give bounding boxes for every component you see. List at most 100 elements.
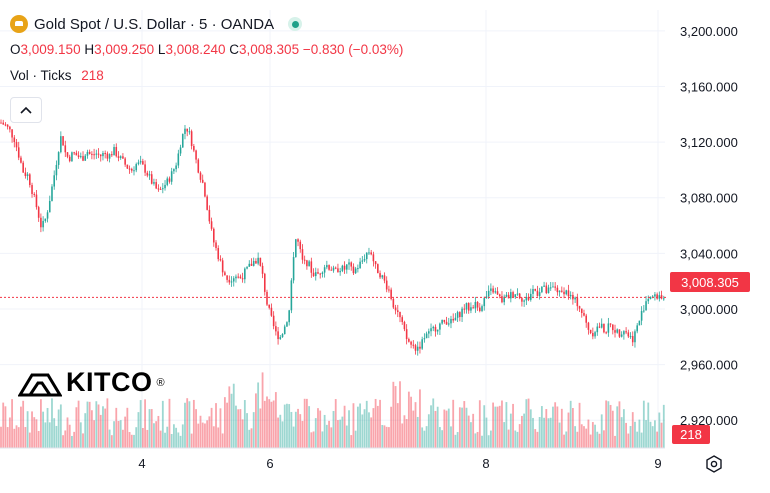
candle-body [297,239,299,242]
volume-bar [547,418,550,448]
candle-body [239,276,242,279]
candle-body [616,329,619,333]
candle-body [567,290,570,297]
candle-body [97,153,100,155]
candle-body [589,329,592,334]
volume-bar [317,408,319,448]
volume-bar [17,427,20,448]
candle-body [487,290,490,297]
volume-bar [186,398,189,448]
volume-bar [356,406,359,448]
volume-bar [589,434,592,448]
volume-bar [250,428,253,448]
volume-bar [611,410,614,448]
candle-body [332,267,335,271]
volume-bar [560,408,563,448]
candle-body [361,260,364,262]
candle-body [521,298,523,302]
candle-body [396,310,399,312]
ohlc-open-key: O [10,42,21,57]
volume-bar [71,435,73,448]
candle-body [596,326,599,333]
volume-bar [614,435,616,448]
symbol-header[interactable]: Gold Spot / U.S. Dollar · 5 · OANDA [10,15,303,33]
candle-body [71,152,73,162]
candle-body [472,307,474,309]
volume-bar [629,426,632,448]
candle-body [372,254,375,262]
candle-body [290,280,293,311]
volume-bar [416,416,419,448]
candle-body [518,293,521,299]
volume-bar [219,408,222,448]
volume-bar [179,435,182,448]
volume-bar [279,414,282,448]
candle-body [235,276,237,279]
volume-bar [625,422,627,448]
volume-bar [454,434,457,448]
volume-bar [86,401,89,448]
volume-bar [385,426,388,448]
volume-bar [133,434,135,448]
volume-bar [157,415,160,448]
candle-body [286,322,288,327]
volume-bar [498,405,501,448]
candle-body [184,128,186,134]
volume-bar [649,421,652,448]
candle-body [11,129,13,138]
candle-body [321,272,324,274]
volume-bar [512,403,514,448]
candle-body [492,288,494,293]
candle-body [51,186,53,201]
candle-body [224,272,226,276]
volume-bar [527,398,530,448]
volume-bar [441,430,444,448]
volume-bar [84,413,87,448]
volume-bar [197,423,200,448]
volume-bar [465,407,468,448]
volume-bar [445,410,448,448]
candle-body [91,153,93,155]
candle-body [201,179,204,183]
candle-body [421,339,423,349]
price-axis[interactable]: 3,200.000 3,160.000 3,120.000 3,080.000 3,04… [680,24,738,428]
volume-legend[interactable]: Vol · Ticks 218 [10,68,104,83]
candle-body [512,292,514,298]
volume-bar [175,427,178,448]
volume-bar [343,405,346,448]
price-change: −0.830 (−0.03%) [302,42,404,57]
candle-body [485,296,488,299]
chart-settings-icon[interactable] [705,455,723,473]
candle-body [498,294,501,297]
candle-body [662,298,665,300]
volume-bar [62,435,64,448]
collapse-legend-button[interactable] [10,97,42,123]
candle-body [77,155,80,157]
volume-bar [161,400,164,448]
volume-bar [266,396,268,448]
volume-bar [177,432,180,448]
symbol-title: Gold Spot / U.S. Dollar · 5 · OANDA [34,15,275,33]
volume-bar [319,410,322,448]
candle-body [115,147,118,157]
volume-bar [106,398,109,448]
volume-bar [164,432,166,448]
candle-body [199,172,202,180]
candle-body [35,194,38,208]
kitco-mark-icon [18,373,62,396]
candle-body [60,136,62,153]
candle-body [104,153,106,155]
volume-bar [618,401,621,448]
time-axis[interactable]: 4 6 8 9 [138,456,661,471]
volume-bar [654,420,656,448]
volume-bar [656,431,659,448]
candle-body [612,324,614,331]
volume-bar [292,426,295,448]
volume-bar [246,413,248,448]
volume-bar [210,407,213,448]
volume-bar [301,420,304,448]
price-tick-label: 2,960.000 [680,358,738,373]
candle-body [179,147,182,154]
candle-body [272,315,275,327]
